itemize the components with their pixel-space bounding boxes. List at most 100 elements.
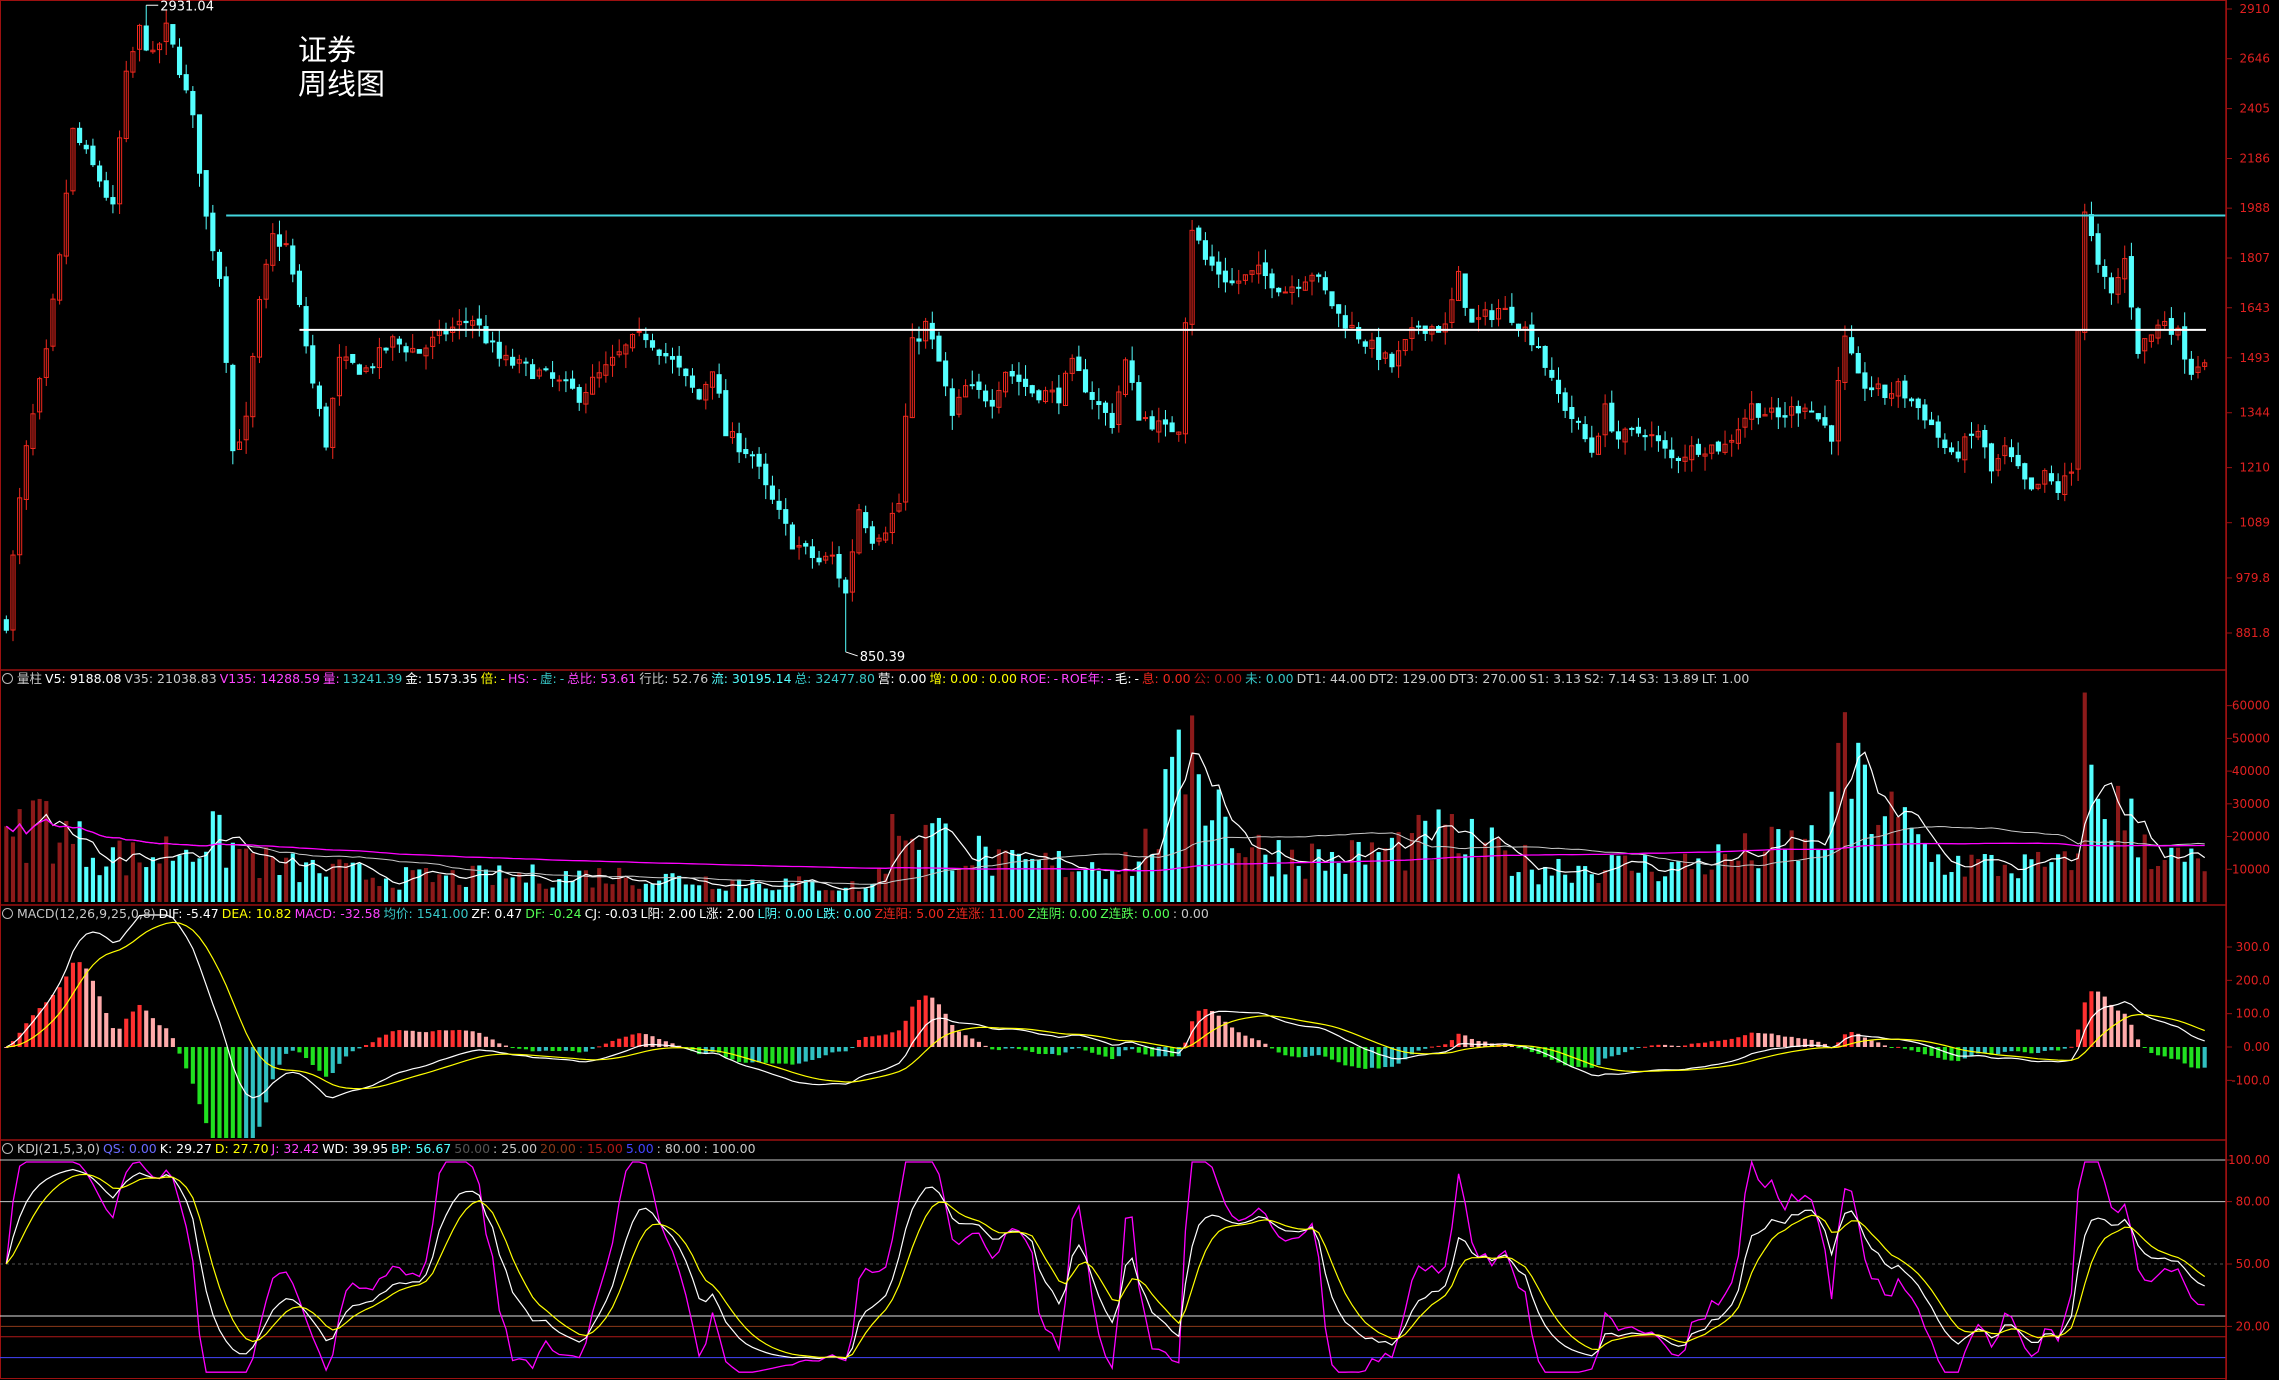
macd-histogram-bar [2002, 1047, 2007, 1052]
candle [1649, 421, 1655, 448]
macd-histogram-bar [77, 962, 82, 1047]
volume-bar [1583, 866, 1588, 902]
macd-histogram-bar [1649, 1045, 1654, 1047]
candle-body [1149, 416, 1155, 430]
volume-bar [577, 870, 582, 902]
volume-bar [1323, 870, 1328, 902]
candle-body [376, 347, 382, 369]
macd-histogram-bar [1756, 1033, 1761, 1047]
macd-histogram-bar [184, 1047, 189, 1069]
candle [709, 371, 716, 400]
candle-body [30, 413, 36, 449]
candle-body [956, 396, 962, 415]
candle [1249, 270, 1255, 283]
indicator-settings-icon[interactable] [2, 673, 13, 684]
candle-body [2095, 233, 2101, 265]
price-pane[interactable]: 2931.04 850.39 [3, 0, 2226, 665]
macd-histogram-bar [1882, 1045, 1887, 1047]
macd-field-14: Z连阴: 0.00 [1027, 906, 1098, 921]
macd-histogram-bar [717, 1047, 722, 1053]
volume-bar [70, 843, 76, 902]
volume-bar [184, 849, 189, 902]
candle-body [1382, 352, 1388, 359]
candle [943, 352, 949, 397]
candle-body [2188, 358, 2194, 375]
volume-bar [397, 889, 402, 902]
macd-histogram-bar [1423, 1047, 1428, 1049]
candle-body [1609, 402, 1615, 432]
macd-histogram-bar [697, 1047, 702, 1055]
candle [1029, 384, 1035, 398]
macd-histogram-bar [983, 1045, 988, 1047]
volume-pane[interactable] [4, 692, 2207, 902]
candle-body [1962, 436, 1968, 461]
candle-body [2122, 258, 2128, 280]
volume-bar [2049, 862, 2054, 902]
volume-bar [483, 869, 489, 902]
volume-bar [1249, 847, 1255, 902]
volume-field-23: - [1107, 671, 1112, 686]
macd-histogram-bar [1110, 1047, 1115, 1060]
volume-ma135-line [5, 818, 2205, 872]
candle [396, 336, 402, 353]
candle [2062, 462, 2068, 502]
volume-bar [1756, 868, 1761, 902]
volume-bar [1423, 820, 1428, 902]
indicator-settings-icon[interactable] [2, 908, 13, 919]
macd-field-10: L阴: 0.00 [757, 906, 813, 921]
volume-bar [896, 835, 902, 902]
candle [1742, 409, 1748, 438]
macd-histogram-bar [277, 1047, 282, 1065]
candle [2128, 242, 2134, 320]
candle-body [2102, 265, 2108, 277]
indicator-settings-icon[interactable] [2, 1143, 13, 1154]
macd-histogram-bar [350, 1047, 355, 1052]
candle [1942, 433, 1948, 455]
macd-histogram-bar [177, 1047, 182, 1054]
volume-field-4: 量: [322, 671, 340, 686]
candle-body [1795, 405, 1801, 414]
volume-bar [1263, 854, 1268, 902]
candle [123, 60, 129, 143]
macd-histogram-bar [2135, 1039, 2141, 1047]
volume-bar [1429, 860, 1434, 902]
candle [156, 41, 163, 64]
candle-body [270, 233, 276, 266]
kdj-pane[interactable] [0, 1159, 2226, 1373]
candle-body [1742, 417, 1748, 428]
candle-body [769, 485, 775, 500]
volume-bar [936, 817, 942, 902]
candle [3, 615, 9, 634]
candle-body [1655, 435, 1661, 442]
volume-bar [883, 873, 888, 902]
macd-histogram-bar [690, 1047, 695, 1052]
candle-body [876, 537, 882, 542]
candle [1349, 311, 1355, 329]
volume-bar [876, 868, 882, 902]
volume-bar [1096, 870, 1101, 902]
volume-bar [610, 884, 615, 902]
macd-histogram-bar [876, 1035, 882, 1047]
volume-tick-label: 30000 [2232, 797, 2270, 811]
candle-body [716, 374, 722, 394]
macd-histogram-bar [1982, 1047, 1987, 1054]
macd-histogram-bar [417, 1031, 422, 1047]
candle-body [1182, 322, 1189, 435]
candle [30, 403, 36, 456]
macd-pane[interactable] [4, 914, 2207, 1138]
candle [443, 322, 449, 342]
macd-histogram-bar [1656, 1044, 1661, 1047]
candle-body [503, 354, 509, 361]
candle [1136, 375, 1142, 421]
volume-bar [2182, 861, 2187, 902]
candle-body [1036, 390, 1042, 401]
macd-dif-line [6, 914, 2205, 1099]
kdj-field-12: : 80.00 [656, 1141, 701, 1156]
macd-histogram-bar [1729, 1038, 1734, 1047]
candle [1176, 431, 1182, 442]
volume-bar [617, 867, 622, 902]
candle [1369, 332, 1375, 358]
candle-body [2015, 454, 2021, 467]
macd-histogram-bar [2029, 1047, 2034, 1054]
